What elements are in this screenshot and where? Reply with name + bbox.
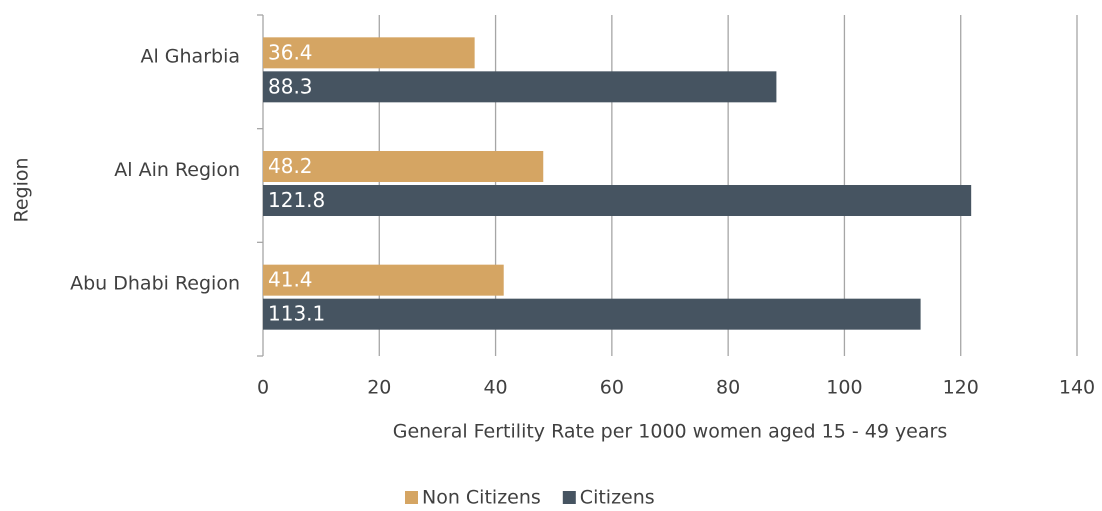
x-tick-label: 0 [257, 377, 269, 399]
data-label: 113.1 [268, 302, 325, 326]
data-label: 48.2 [268, 154, 313, 178]
bar [263, 185, 972, 216]
data-label: 36.4 [268, 40, 313, 64]
legend-swatch [405, 491, 418, 504]
legend-label: Non Citizens [422, 487, 541, 509]
x-tick-label: 20 [367, 377, 391, 399]
bar [263, 151, 544, 182]
data-label: 121.8 [268, 188, 325, 212]
y-tick-label: Al Gharbia [140, 45, 240, 67]
y-tick-label: Abu Dhabi Region [70, 273, 240, 295]
y-tick-label: Al Ain Region [114, 159, 240, 181]
y-axis-label: Region [11, 157, 33, 222]
x-tick-label: 80 [716, 377, 740, 399]
x-tick-label: 120 [943, 377, 979, 399]
bar [263, 298, 921, 330]
data-label: 88.3 [268, 74, 313, 98]
x-axis-label: General Fertility Rate per 1000 women ag… [393, 421, 947, 443]
bar [263, 37, 475, 69]
legend-label: Citizens [580, 487, 655, 509]
x-tick-label: 140 [1059, 377, 1095, 399]
x-tick-label: 100 [826, 377, 862, 399]
bar [263, 71, 777, 103]
bar [263, 264, 504, 296]
data-label: 41.4 [268, 268, 313, 292]
x-tick-label: 60 [600, 377, 624, 399]
x-tick-label: 40 [483, 377, 507, 399]
legend-swatch [562, 491, 576, 504]
